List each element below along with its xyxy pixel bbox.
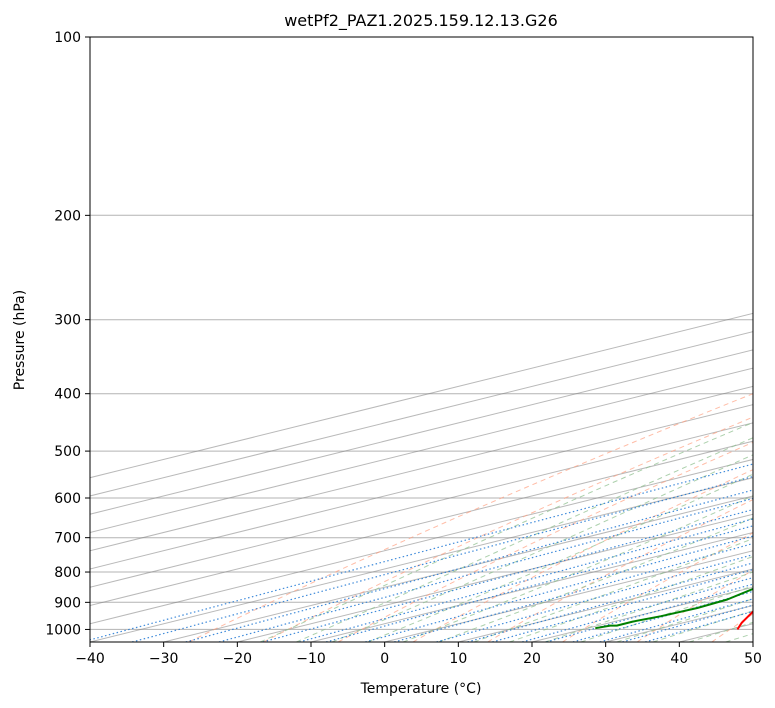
mixing-ratio-line bbox=[436, 554, 753, 642]
isotherm-line bbox=[90, 385, 753, 552]
moist-adiabat-line bbox=[259, 421, 753, 642]
x-axis: −40 −30 −20 −10 0 10 20 30 40 50 bbox=[75, 642, 762, 667]
moist-adiabat-line bbox=[331, 454, 753, 642]
mixing-ratio-line bbox=[90, 463, 753, 641]
isotherm-line bbox=[237, 513, 753, 642]
isotherm-line bbox=[90, 458, 753, 625]
y-tick-label: 600 bbox=[54, 491, 81, 507]
dry-adiabat-line bbox=[263, 416, 753, 642]
y-tick-label: 300 bbox=[54, 313, 81, 329]
isotherm-line bbox=[90, 404, 753, 570]
y-tick-label: 1000 bbox=[45, 622, 81, 638]
moist-adiabat-line bbox=[367, 473, 753, 642]
y-tick-label: 400 bbox=[54, 387, 81, 403]
moist-adiabat-line bbox=[473, 538, 753, 642]
mixing-ratio-line bbox=[645, 610, 753, 642]
x-tick-label: 20 bbox=[523, 651, 541, 667]
dry-adiabat-line bbox=[337, 441, 753, 642]
moist-adiabat-line bbox=[509, 555, 753, 642]
moist-adiabat-line bbox=[438, 517, 753, 642]
plot-background bbox=[90, 37, 753, 642]
mixing-ratio-line bbox=[394, 542, 753, 642]
isotherm-line bbox=[90, 312, 753, 479]
mixing-ratio-line bbox=[599, 598, 753, 642]
dry-adiabat-line bbox=[188, 393, 753, 642]
moist-adiabat-line bbox=[544, 571, 753, 642]
y-tick-label: 900 bbox=[54, 595, 81, 611]
isotherm-line bbox=[90, 422, 753, 588]
y-tick-label: 700 bbox=[54, 531, 81, 547]
y-tick-label: 800 bbox=[54, 565, 81, 581]
moist-adiabat-line bbox=[296, 437, 753, 642]
y-axis: 100 200 300 400 500 600 700 800 900 1000 bbox=[45, 30, 90, 638]
x-tick-label: 10 bbox=[449, 651, 467, 667]
y-tick-label: 200 bbox=[54, 208, 81, 224]
moist-adiabat-line bbox=[689, 621, 753, 642]
mixing-ratio-line bbox=[492, 568, 753, 642]
mixing-ratio-line bbox=[131, 475, 753, 642]
moist-adiabat-line bbox=[652, 610, 753, 642]
plot-frame bbox=[89, 36, 754, 643]
x-tick-label: 0 bbox=[380, 651, 389, 667]
dry-adiabat-line bbox=[562, 532, 753, 642]
mixing-ratio-line bbox=[185, 489, 753, 642]
x-tick-label: −40 bbox=[75, 651, 105, 667]
isotherm-line bbox=[310, 531, 753, 642]
temperature-profile-line bbox=[736, 610, 753, 630]
isotherm-line bbox=[90, 331, 753, 497]
isotherm-line bbox=[752, 641, 753, 642]
y-axis-label: Pressure (hPa) bbox=[12, 290, 28, 390]
chart-title: wetPf2_PAZ1.2025.159.12.13.G26 bbox=[284, 11, 558, 31]
moist-adiabat-line bbox=[580, 585, 753, 642]
dry-adiabat-line bbox=[487, 498, 753, 642]
y-tick-label: 500 bbox=[54, 444, 81, 460]
x-tick-label: 40 bbox=[670, 651, 688, 667]
y-tick-label: 100 bbox=[54, 30, 81, 46]
x-tick-label: −20 bbox=[223, 651, 253, 667]
isotherm-line bbox=[163, 495, 753, 642]
x-axis-label: Temperature (°C) bbox=[360, 681, 482, 697]
x-tick-label: −30 bbox=[149, 651, 179, 667]
mixing-ratio-line bbox=[467, 562, 753, 642]
mixing-ratio-line bbox=[218, 497, 753, 642]
x-tick-label: −10 bbox=[296, 651, 326, 667]
isotherm-line bbox=[90, 440, 753, 607]
isotherm-line bbox=[384, 550, 753, 642]
dry-adiabat-line bbox=[636, 569, 753, 642]
x-tick-label: 30 bbox=[597, 651, 615, 667]
moist-adiabat-line bbox=[616, 598, 753, 642]
mixing-ratio-line bbox=[325, 525, 753, 642]
isotherm-line bbox=[458, 568, 753, 642]
isotherm-line bbox=[90, 477, 753, 642]
isotherm-line bbox=[531, 586, 753, 642]
mixing-ratio-line bbox=[365, 535, 753, 642]
x-tick-label: 50 bbox=[744, 651, 762, 667]
